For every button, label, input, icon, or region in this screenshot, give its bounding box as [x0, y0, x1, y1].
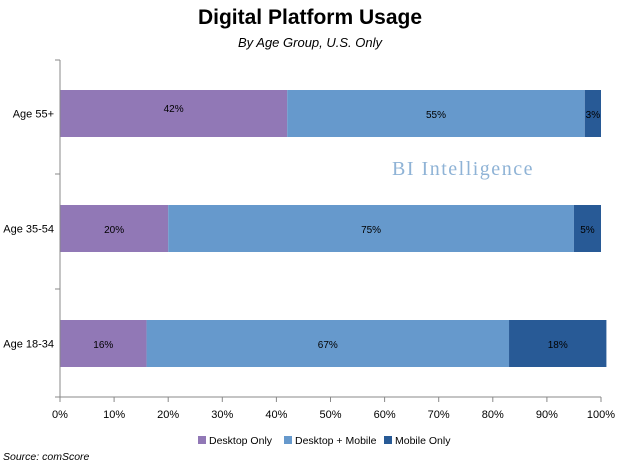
- bar-mobile-only-2: [509, 320, 607, 367]
- x-tick-label: 80%: [482, 409, 504, 421]
- data-label: 16%: [93, 340, 113, 351]
- source-note: Source: comScore: [3, 451, 90, 463]
- data-label: 55%: [426, 110, 446, 121]
- data-label: 18%: [548, 340, 568, 351]
- legend-label: Mobile Only: [395, 435, 451, 447]
- data-label: 5%: [580, 225, 595, 236]
- category-label: Age 55+: [13, 109, 54, 121]
- bar-mobile-only-0: [584, 90, 601, 137]
- x-tick-label: 60%: [374, 409, 396, 421]
- x-tick-label: 40%: [265, 409, 287, 421]
- bar-mobile-only-1: [573, 205, 601, 252]
- legend-swatch: [198, 436, 206, 444]
- bar-desktop-only-2: [60, 320, 147, 367]
- watermark: BI Intelligence: [392, 158, 534, 180]
- bar-desktop-mobile-2: [146, 320, 510, 367]
- x-tick-label: 90%: [536, 409, 558, 421]
- chart-subtitle: By Age Group, U.S. Only: [237, 35, 383, 50]
- legend-label: Desktop + Mobile: [295, 435, 377, 447]
- x-tick-label: 50%: [319, 409, 341, 421]
- legend-swatch: [284, 436, 292, 444]
- category-label: Age 18-34: [3, 339, 54, 351]
- chart-title: Digital Platform Usage: [197, 6, 423, 29]
- bar-desktop-mobile-0: [287, 90, 585, 137]
- data-label: 20%: [104, 225, 124, 236]
- x-tick-label: 0%: [52, 409, 68, 421]
- bar-desktop-only-0: [60, 90, 288, 137]
- x-tick-label: 100%: [587, 409, 615, 421]
- data-label: 75%: [361, 225, 381, 236]
- x-tick-label: 70%: [428, 409, 450, 421]
- legend-swatch: [384, 436, 392, 444]
- data-label: 67%: [318, 340, 338, 351]
- bar-desktop-only-1: [60, 205, 169, 252]
- category-label: Age 35-54: [3, 224, 54, 236]
- x-tick-label: 10%: [103, 409, 125, 421]
- data-label: 3%: [586, 110, 601, 121]
- data-label: 42%: [164, 104, 184, 115]
- legend-label: Desktop Only: [209, 435, 273, 447]
- x-tick-label: 30%: [211, 409, 233, 421]
- x-tick-label: 20%: [157, 409, 179, 421]
- bar-desktop-mobile-1: [168, 205, 574, 252]
